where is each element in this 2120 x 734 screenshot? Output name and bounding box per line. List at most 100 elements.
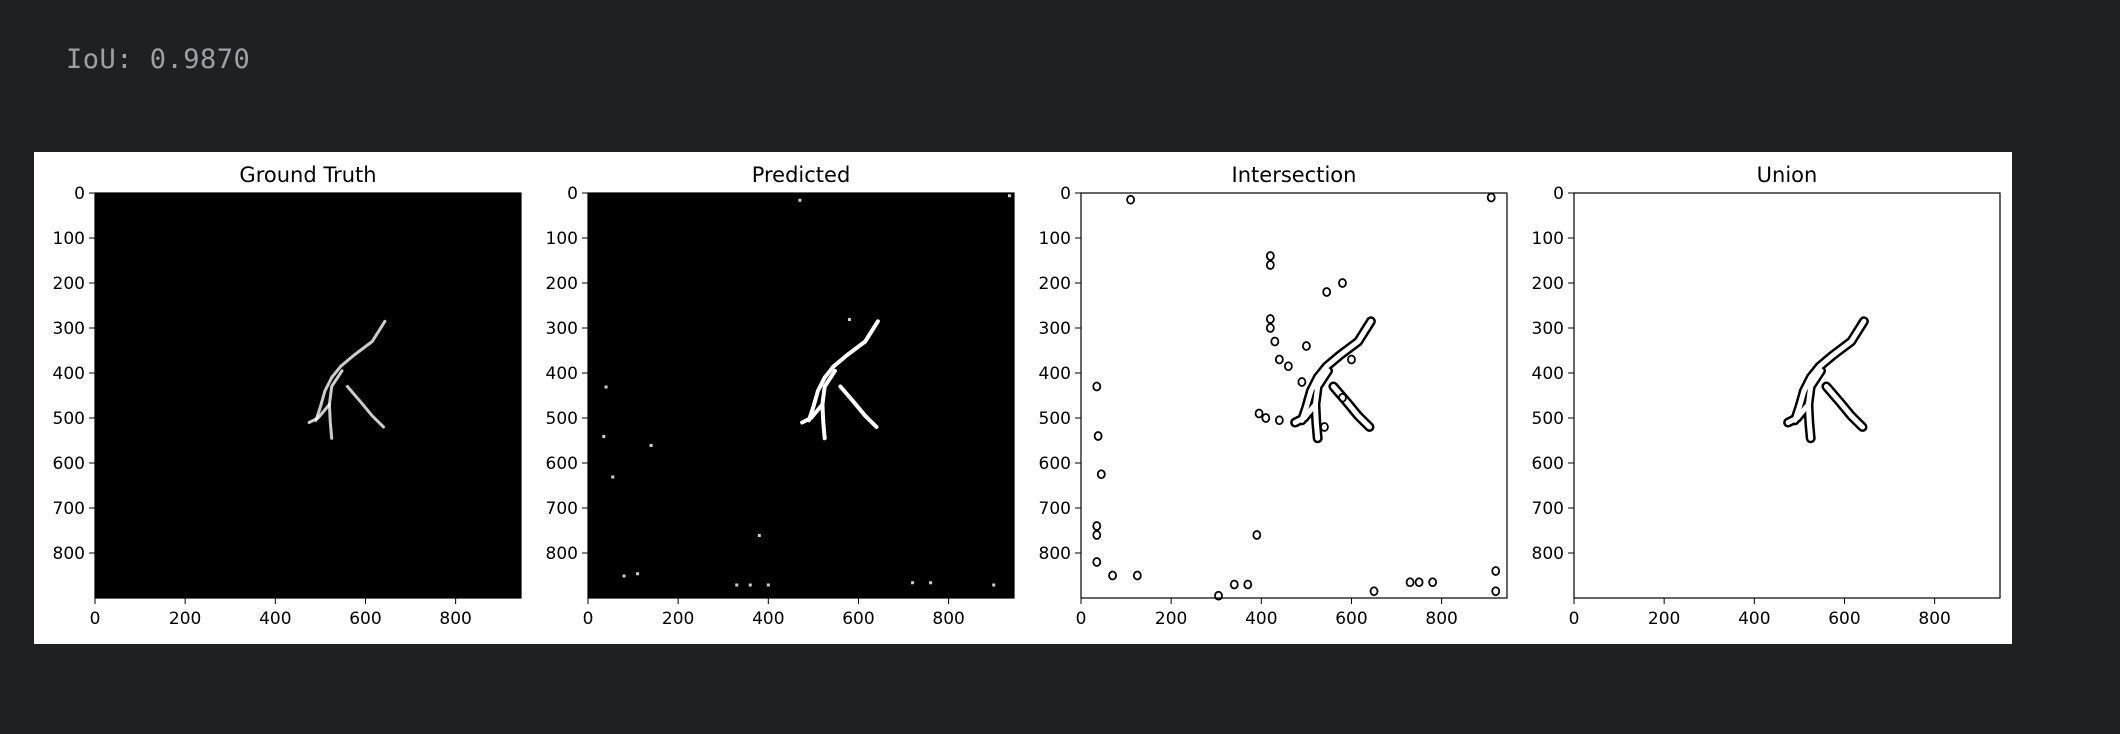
crack-segment [800, 402, 825, 425]
noise-contour [1132, 570, 1142, 581]
axes-frame [94, 192, 522, 599]
y-tick-label: 300 [1039, 319, 1071, 339]
noise-contour [1254, 408, 1264, 419]
noise-contour [1369, 586, 1379, 597]
crack-segment [838, 384, 879, 429]
y-tick-label: 200 [1039, 274, 1071, 294]
x-tick-label: 600 [1335, 609, 1367, 629]
panel-title: Intersection [1232, 163, 1357, 187]
y-tick-label: 100 [53, 229, 85, 249]
x-tick-label: 0 [583, 609, 594, 629]
x-tick-label: 0 [1076, 609, 1087, 629]
x-tick-label: 400 [752, 609, 784, 629]
noise-contour [1214, 590, 1223, 601]
figure-svg: Ground Truth 0 200 400 600 800 0 100 200 300 400 50… [53, 163, 2001, 629]
axes-frame [587, 192, 1015, 599]
y-tick-label: 400 [53, 364, 85, 384]
y-tick-label: 0 [74, 184, 85, 204]
crack-contour-inner [1823, 384, 1865, 430]
x-tick-label: 800 [439, 609, 471, 629]
axes-frame [1080, 192, 1508, 599]
crack-contour-inner [1785, 402, 1811, 425]
noise-speck [748, 583, 752, 587]
noise-contour [1229, 579, 1239, 590]
y-tick-label: 100 [546, 229, 578, 249]
noise-contour [1092, 530, 1102, 540]
x-tick-label: 800 [1918, 609, 1950, 629]
crack-contour-inner [1299, 318, 1374, 423]
noise-contour [1265, 323, 1275, 333]
noise-speck [929, 581, 933, 585]
noise-speck [992, 583, 996, 587]
y-tick-label: 700 [546, 499, 578, 519]
y-tick-label: 500 [1039, 409, 1071, 429]
panel-intersection: Intersection 0 200 400 600 800 0 100 200 300 400 50… [1039, 163, 1508, 629]
noise-contour [1126, 194, 1135, 205]
image-area [1574, 193, 2000, 598]
y-tick-label: 700 [53, 499, 85, 519]
y-tick-label: 600 [53, 454, 85, 474]
noise-contour [1405, 577, 1415, 588]
y-tick-label: 200 [546, 274, 578, 294]
noise-speck [604, 385, 608, 389]
x-tick-label: 200 [1155, 609, 1187, 629]
noise-contour [1491, 566, 1501, 576]
y-tick-label: 200 [53, 274, 85, 294]
y-tick-label: 500 [53, 409, 85, 429]
y-tick-label: 600 [1532, 454, 1564, 474]
y-tick-label: 800 [1532, 544, 1564, 564]
panel-title: Ground Truth [239, 163, 376, 187]
y-tick-label: 800 [1039, 544, 1071, 564]
crack-contour-inner [1792, 318, 1867, 423]
y-tick-label: 500 [546, 409, 578, 429]
x-tick-label: 600 [842, 609, 874, 629]
x-tick-label: 800 [1425, 609, 1457, 629]
y-tick-label: 0 [1553, 184, 1564, 204]
noise-contour [1347, 354, 1356, 365]
noise-contour [1093, 431, 1103, 441]
noise-contour [1297, 377, 1307, 387]
noise-contour [1252, 530, 1262, 540]
noise-speck [611, 475, 615, 479]
y-tick-label: 300 [1532, 319, 1564, 339]
panel-union: Union 0 200 400 600 800 0 100 200 300 400 500 600 700… [1532, 163, 2001, 629]
y-tick-label: 400 [1532, 364, 1564, 384]
noise-speck [636, 572, 640, 576]
noise-contour [1283, 361, 1293, 372]
noise-speck [847, 318, 851, 321]
noise-speck [911, 581, 915, 585]
noise-contour [1414, 577, 1424, 588]
y-tick-label: 700 [1039, 499, 1071, 519]
figure-canvas: Ground Truth 0 200 400 600 800 0 100 200 300 400 50… [34, 152, 2012, 644]
y-tick-label: 200 [1532, 274, 1564, 294]
y-tick-label: 500 [1532, 409, 1564, 429]
noise-speck [735, 583, 739, 587]
noise-speck [1007, 194, 1011, 198]
x-tick-label: 400 [1245, 609, 1277, 629]
image-area [1081, 193, 1507, 598]
noise-contour [1265, 260, 1275, 270]
x-tick-label: 400 [259, 609, 291, 629]
noise-contour [1108, 570, 1117, 581]
image-area [95, 193, 521, 598]
x-tick-label: 800 [932, 609, 964, 629]
noise-speck [602, 435, 606, 438]
noise-speck [649, 444, 653, 447]
y-tick-label: 400 [546, 364, 578, 384]
iou-output-text: IoU: 0.9870 [66, 44, 251, 75]
crack-contour-inner [1292, 402, 1318, 425]
noise-contour [1092, 381, 1102, 392]
noise-contour [1274, 415, 1284, 426]
y-tick-label: 0 [567, 184, 578, 204]
x-tick-label: 0 [1569, 609, 1580, 629]
crack-segment [307, 403, 331, 424]
axes-frame [1573, 192, 2001, 599]
x-tick-label: 200 [662, 609, 694, 629]
y-tick-label: 300 [53, 319, 85, 339]
noise-contour [1322, 287, 1332, 297]
y-tick-label: 400 [1039, 364, 1071, 384]
noise-contour [1243, 579, 1253, 590]
panel-title: Predicted [752, 163, 851, 187]
y-tick-label: 700 [1532, 499, 1564, 519]
noise-contour [1092, 521, 1102, 531]
